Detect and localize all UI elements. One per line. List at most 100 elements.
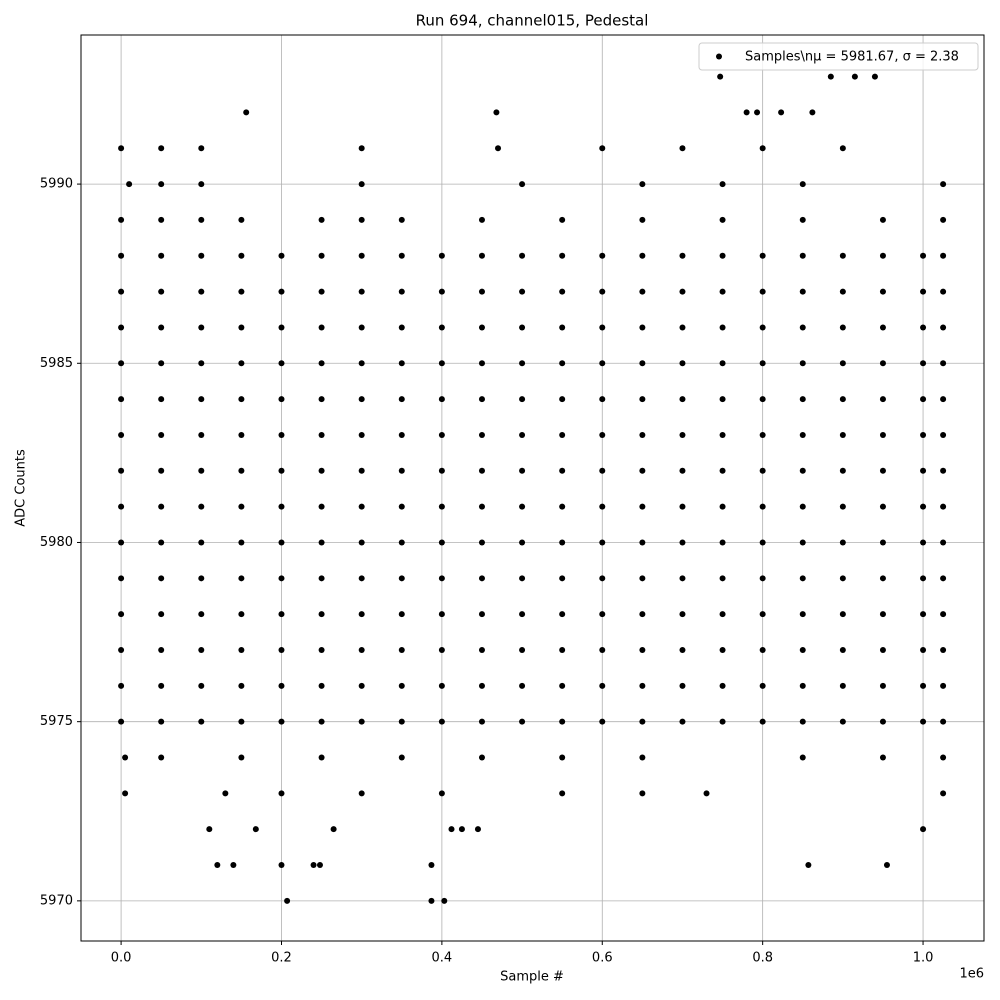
point	[759, 682, 766, 689]
point	[198, 252, 205, 259]
point	[318, 754, 325, 761]
point	[679, 288, 686, 295]
point	[158, 646, 165, 653]
point	[799, 754, 806, 761]
point	[799, 181, 806, 188]
point	[358, 288, 365, 295]
point	[799, 682, 806, 689]
point	[495, 145, 502, 152]
point	[559, 754, 566, 761]
point	[599, 288, 606, 295]
point	[519, 288, 526, 295]
point	[879, 396, 886, 403]
point	[358, 324, 365, 331]
point	[799, 216, 806, 223]
point	[839, 252, 846, 259]
point	[559, 575, 566, 582]
point	[639, 611, 646, 618]
point	[759, 324, 766, 331]
point	[639, 790, 646, 797]
point	[278, 575, 285, 582]
point	[118, 539, 125, 546]
point	[759, 145, 766, 152]
x-tick-label: 0.4	[432, 951, 453, 966]
point	[639, 718, 646, 725]
point	[879, 503, 886, 510]
point	[719, 324, 726, 331]
point	[278, 539, 285, 546]
point	[198, 646, 205, 653]
point	[318, 575, 325, 582]
point	[879, 682, 886, 689]
point	[158, 396, 165, 403]
point	[278, 503, 285, 510]
point	[759, 718, 766, 725]
point	[759, 288, 766, 295]
point	[559, 396, 566, 403]
point	[118, 467, 125, 474]
point	[778, 109, 785, 116]
point	[478, 503, 485, 510]
point	[599, 611, 606, 618]
point	[851, 73, 858, 80]
point	[158, 718, 165, 725]
point	[238, 646, 245, 653]
point	[398, 682, 405, 689]
point	[158, 467, 165, 474]
point	[438, 718, 445, 725]
point	[278, 790, 285, 797]
point	[719, 575, 726, 582]
point	[358, 718, 365, 725]
point	[799, 288, 806, 295]
point	[519, 360, 526, 367]
point	[198, 611, 205, 618]
point	[358, 646, 365, 653]
point	[358, 611, 365, 618]
point	[559, 431, 566, 438]
point	[122, 754, 129, 761]
point	[198, 682, 205, 689]
point	[398, 431, 405, 438]
point	[519, 503, 526, 510]
point	[158, 288, 165, 295]
point	[940, 718, 947, 725]
point	[679, 324, 686, 331]
point	[478, 467, 485, 474]
x-tick-label: 0.8	[752, 951, 773, 966]
point	[879, 575, 886, 582]
point	[719, 467, 726, 474]
point	[158, 611, 165, 618]
point	[519, 575, 526, 582]
point	[879, 646, 886, 653]
y-tick-label: 5990	[40, 177, 73, 192]
point	[278, 324, 285, 331]
point	[879, 216, 886, 223]
legend-marker	[716, 53, 722, 60]
point	[398, 539, 405, 546]
point	[318, 718, 325, 725]
x-axis-label: Sample #	[500, 970, 564, 985]
point	[118, 360, 125, 367]
point	[599, 252, 606, 259]
point	[719, 431, 726, 438]
x-tick-label: 0.2	[271, 951, 292, 966]
point	[799, 718, 806, 725]
point	[799, 539, 806, 546]
point	[398, 288, 405, 295]
point	[639, 288, 646, 295]
point	[398, 575, 405, 582]
point	[519, 181, 526, 188]
point	[278, 431, 285, 438]
point	[318, 467, 325, 474]
point	[358, 396, 365, 403]
point	[679, 575, 686, 582]
point	[318, 252, 325, 259]
point	[940, 181, 947, 188]
point	[839, 718, 846, 725]
point	[920, 252, 927, 259]
x-tick-label: 0.6	[592, 951, 613, 966]
point	[719, 611, 726, 618]
point	[214, 862, 221, 869]
point	[639, 360, 646, 367]
